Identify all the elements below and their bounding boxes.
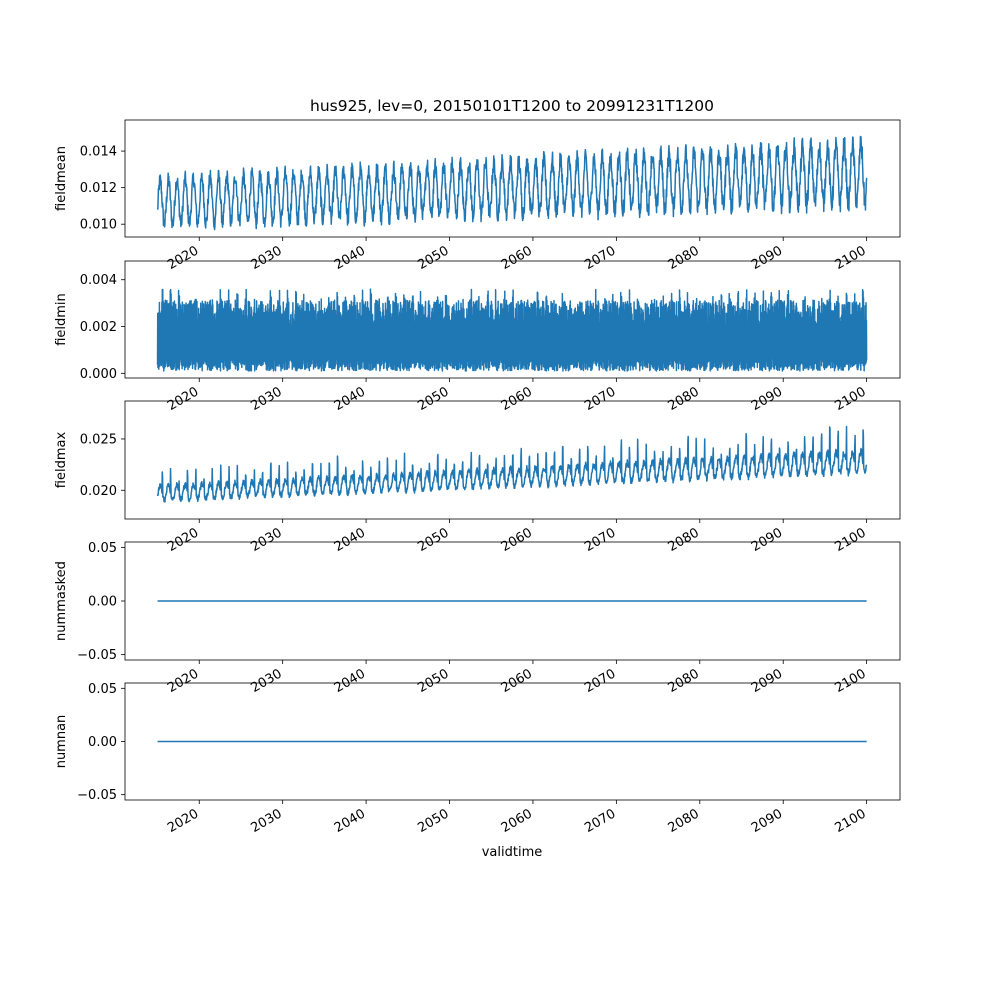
x-axis-title: validtime	[482, 845, 543, 860]
x-tick-label: 2060	[499, 666, 535, 696]
x-tick-label: 2020	[165, 666, 201, 696]
chart-title: hus925, lev=0, 20150101T1200 to 20991231…	[310, 97, 714, 115]
x-tick-label: 2030	[249, 384, 285, 414]
y-tick-label: 0.012	[80, 181, 117, 196]
series-line-fieldmax	[156, 425, 868, 503]
y-tick-label: −0.05	[77, 788, 117, 803]
x-tick-label: 2090	[749, 666, 785, 696]
y-tick-label: −0.05	[77, 648, 117, 663]
x-tick-label: 2040	[332, 243, 368, 273]
x-tick-label: 2040	[332, 806, 368, 836]
x-tick-label: 2090	[749, 806, 785, 836]
x-tick-label: 2090	[749, 243, 785, 273]
x-tick-label: 2020	[165, 806, 201, 836]
x-tick-label: 2040	[332, 384, 368, 414]
x-tick-label: 2060	[499, 525, 535, 555]
x-tick-label: 2070	[582, 384, 618, 414]
x-tick-label: 2050	[415, 384, 451, 414]
y-tick-label: 0.000	[80, 367, 117, 382]
x-tick-label: 2080	[666, 525, 702, 555]
x-tick-label: 2020	[165, 243, 201, 273]
x-tick-label: 2030	[249, 243, 285, 273]
x-tick-label: 2050	[415, 243, 451, 273]
x-tick-label: 2100	[832, 384, 868, 414]
x-tick-label: 2090	[749, 525, 785, 555]
series-line-fieldmin	[156, 288, 868, 372]
x-tick-label: 2090	[749, 384, 785, 414]
series-line-fieldmean	[156, 135, 868, 231]
y-tick-label: 0.025	[80, 432, 117, 447]
x-tick-label: 2050	[415, 666, 451, 696]
x-tick-label: 2040	[332, 666, 368, 696]
x-tick-label: 2080	[666, 806, 702, 836]
x-tick-label: 2100	[832, 525, 868, 555]
y-tick-label: 0.014	[80, 145, 117, 160]
x-tick-label: 2020	[165, 384, 201, 414]
y-tick-label: 0.00	[88, 595, 117, 610]
x-tick-label: 2060	[499, 243, 535, 273]
y-tick-label: 0.00	[88, 735, 117, 750]
y-tick-label: 0.004	[80, 273, 117, 288]
panel-numnan: −0.05 0.00 0.05 numnan 2020 2030 2040 2050 2060 2…	[54, 682, 901, 836]
x-tick-label: 2060	[499, 806, 535, 836]
panels: 0.010 0.012 0.014 fieldmean 2020 2030 2040 2050…	[54, 119, 901, 836]
x-tick-label: 2070	[582, 666, 618, 696]
x-tick-label: 2030	[249, 525, 285, 555]
y-axis-title: fieldmean	[54, 146, 69, 211]
y-axis-title: fieldmax	[54, 432, 69, 489]
y-tick-label: 0.020	[80, 484, 117, 499]
axes-frame	[124, 260, 901, 379]
x-tick-label: 2030	[249, 666, 285, 696]
y-axis-title: numnan	[54, 715, 69, 769]
x-tick-label: 2100	[832, 666, 868, 696]
y-tick-label: 0.002	[80, 320, 117, 335]
x-tick-label: 2060	[499, 384, 535, 414]
y-axis-title: fieldmin	[54, 293, 69, 346]
x-tick-label: 2050	[415, 525, 451, 555]
y-tick-label: 0.05	[88, 541, 117, 556]
y-axis-title: nummasked	[54, 561, 69, 641]
axes-frame	[124, 119, 901, 238]
x-tick-label: 2030	[249, 806, 285, 836]
panel-fieldmax: 0.020 0.025 fieldmax 2020 2030 2040 2050 2060 20…	[54, 400, 901, 555]
x-tick-label: 2080	[666, 666, 702, 696]
x-tick-label: 2070	[582, 243, 618, 273]
axes-frame	[124, 400, 901, 520]
y-tick-label: 0.05	[88, 682, 117, 697]
x-tick-label: 2100	[832, 243, 868, 273]
panel-fieldmean: 0.010 0.012 0.014 fieldmean 2020 2030 2040 2050…	[54, 119, 901, 273]
x-tick-label: 2080	[666, 243, 702, 273]
x-tick-label: 2100	[832, 806, 868, 836]
panel-fieldmin: 0.000 0.002 0.004 fieldmin 2020 2030 2040 2050 2…	[54, 260, 901, 414]
x-tick-label: 2070	[582, 525, 618, 555]
x-tick-label: 2040	[332, 525, 368, 555]
x-tick-label: 2050	[415, 806, 451, 836]
panel-nummasked: −0.05 0.00 0.05 nummasked 2020 2030 2040 2050 20…	[54, 541, 901, 696]
x-tick-label: 2070	[582, 806, 618, 836]
x-tick-label: 2080	[666, 384, 702, 414]
y-tick-label: 0.010	[80, 218, 117, 233]
x-tick-label: 2020	[165, 525, 201, 555]
